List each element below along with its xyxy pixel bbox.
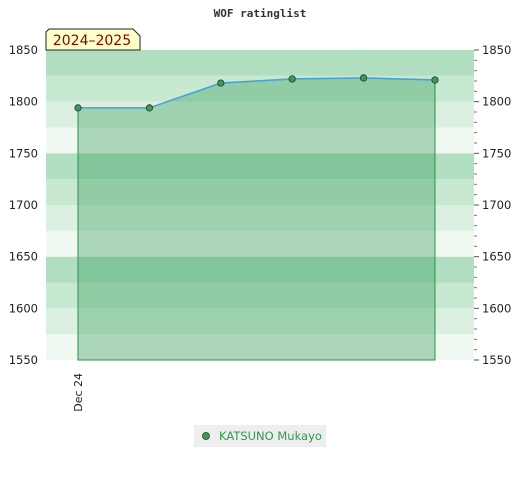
data-point bbox=[145, 104, 153, 112]
chart-title: WOF ratinglist bbox=[214, 7, 307, 20]
y-tick-label-left: 1750 bbox=[9, 146, 38, 160]
season-label: 2024–2025 bbox=[53, 33, 131, 49]
y-tick-label-left: 1850 bbox=[9, 43, 38, 57]
legend-marker bbox=[202, 432, 210, 440]
y-tick-label-left: 1700 bbox=[9, 198, 38, 212]
y-tick-label-right: 1600 bbox=[482, 301, 511, 315]
y-tick-label-right: 1650 bbox=[482, 250, 511, 264]
data-point bbox=[431, 76, 439, 84]
y-axis-right: 1550 1600 1650 1700 1750 1800 1850 bbox=[474, 43, 511, 367]
y-tick-label-right: 1750 bbox=[482, 146, 511, 160]
y-tick-label-right: 1800 bbox=[482, 95, 511, 109]
season-label-box: 2024–2025 bbox=[45, 28, 141, 51]
background-band bbox=[46, 205, 474, 231]
background-band bbox=[46, 127, 474, 154]
y-tick-label-left: 1650 bbox=[9, 250, 38, 264]
background-band bbox=[46, 179, 474, 205]
background-band bbox=[46, 101, 474, 128]
data-point bbox=[74, 104, 82, 112]
y-tick-label-left: 1550 bbox=[9, 353, 38, 367]
y-axis-left: 1550 1600 1650 1700 1750 1800 1850 bbox=[9, 43, 38, 367]
legend: KATSUNO Mukayo bbox=[194, 425, 326, 447]
background-bands bbox=[46, 50, 474, 360]
y-tick-label-right: 1550 bbox=[482, 353, 511, 367]
background-band bbox=[46, 308, 474, 335]
background-band bbox=[46, 50, 474, 76]
background-band bbox=[46, 153, 474, 180]
y-tick-label-right: 1850 bbox=[482, 43, 511, 57]
background-band bbox=[46, 282, 474, 309]
legend-background bbox=[194, 425, 326, 447]
series-line bbox=[78, 77, 436, 109]
legend-series-label: KATSUNO Mukayo bbox=[219, 429, 322, 443]
data-point bbox=[217, 79, 225, 87]
rating-area bbox=[74, 74, 439, 361]
x-axis: Dec 24 bbox=[72, 373, 85, 412]
series-area bbox=[77, 77, 436, 361]
y-tick-label-left: 1800 bbox=[9, 95, 38, 109]
background-band bbox=[46, 256, 474, 283]
y-tick-label-left: 1600 bbox=[9, 301, 38, 315]
x-tick-label: Dec 24 bbox=[72, 373, 85, 412]
data-point bbox=[359, 74, 368, 82]
data-point bbox=[288, 75, 296, 83]
background-band bbox=[46, 230, 474, 257]
season-label-background bbox=[45, 28, 141, 51]
background-band bbox=[46, 334, 474, 360]
y-tick-label-right: 1700 bbox=[482, 198, 511, 212]
